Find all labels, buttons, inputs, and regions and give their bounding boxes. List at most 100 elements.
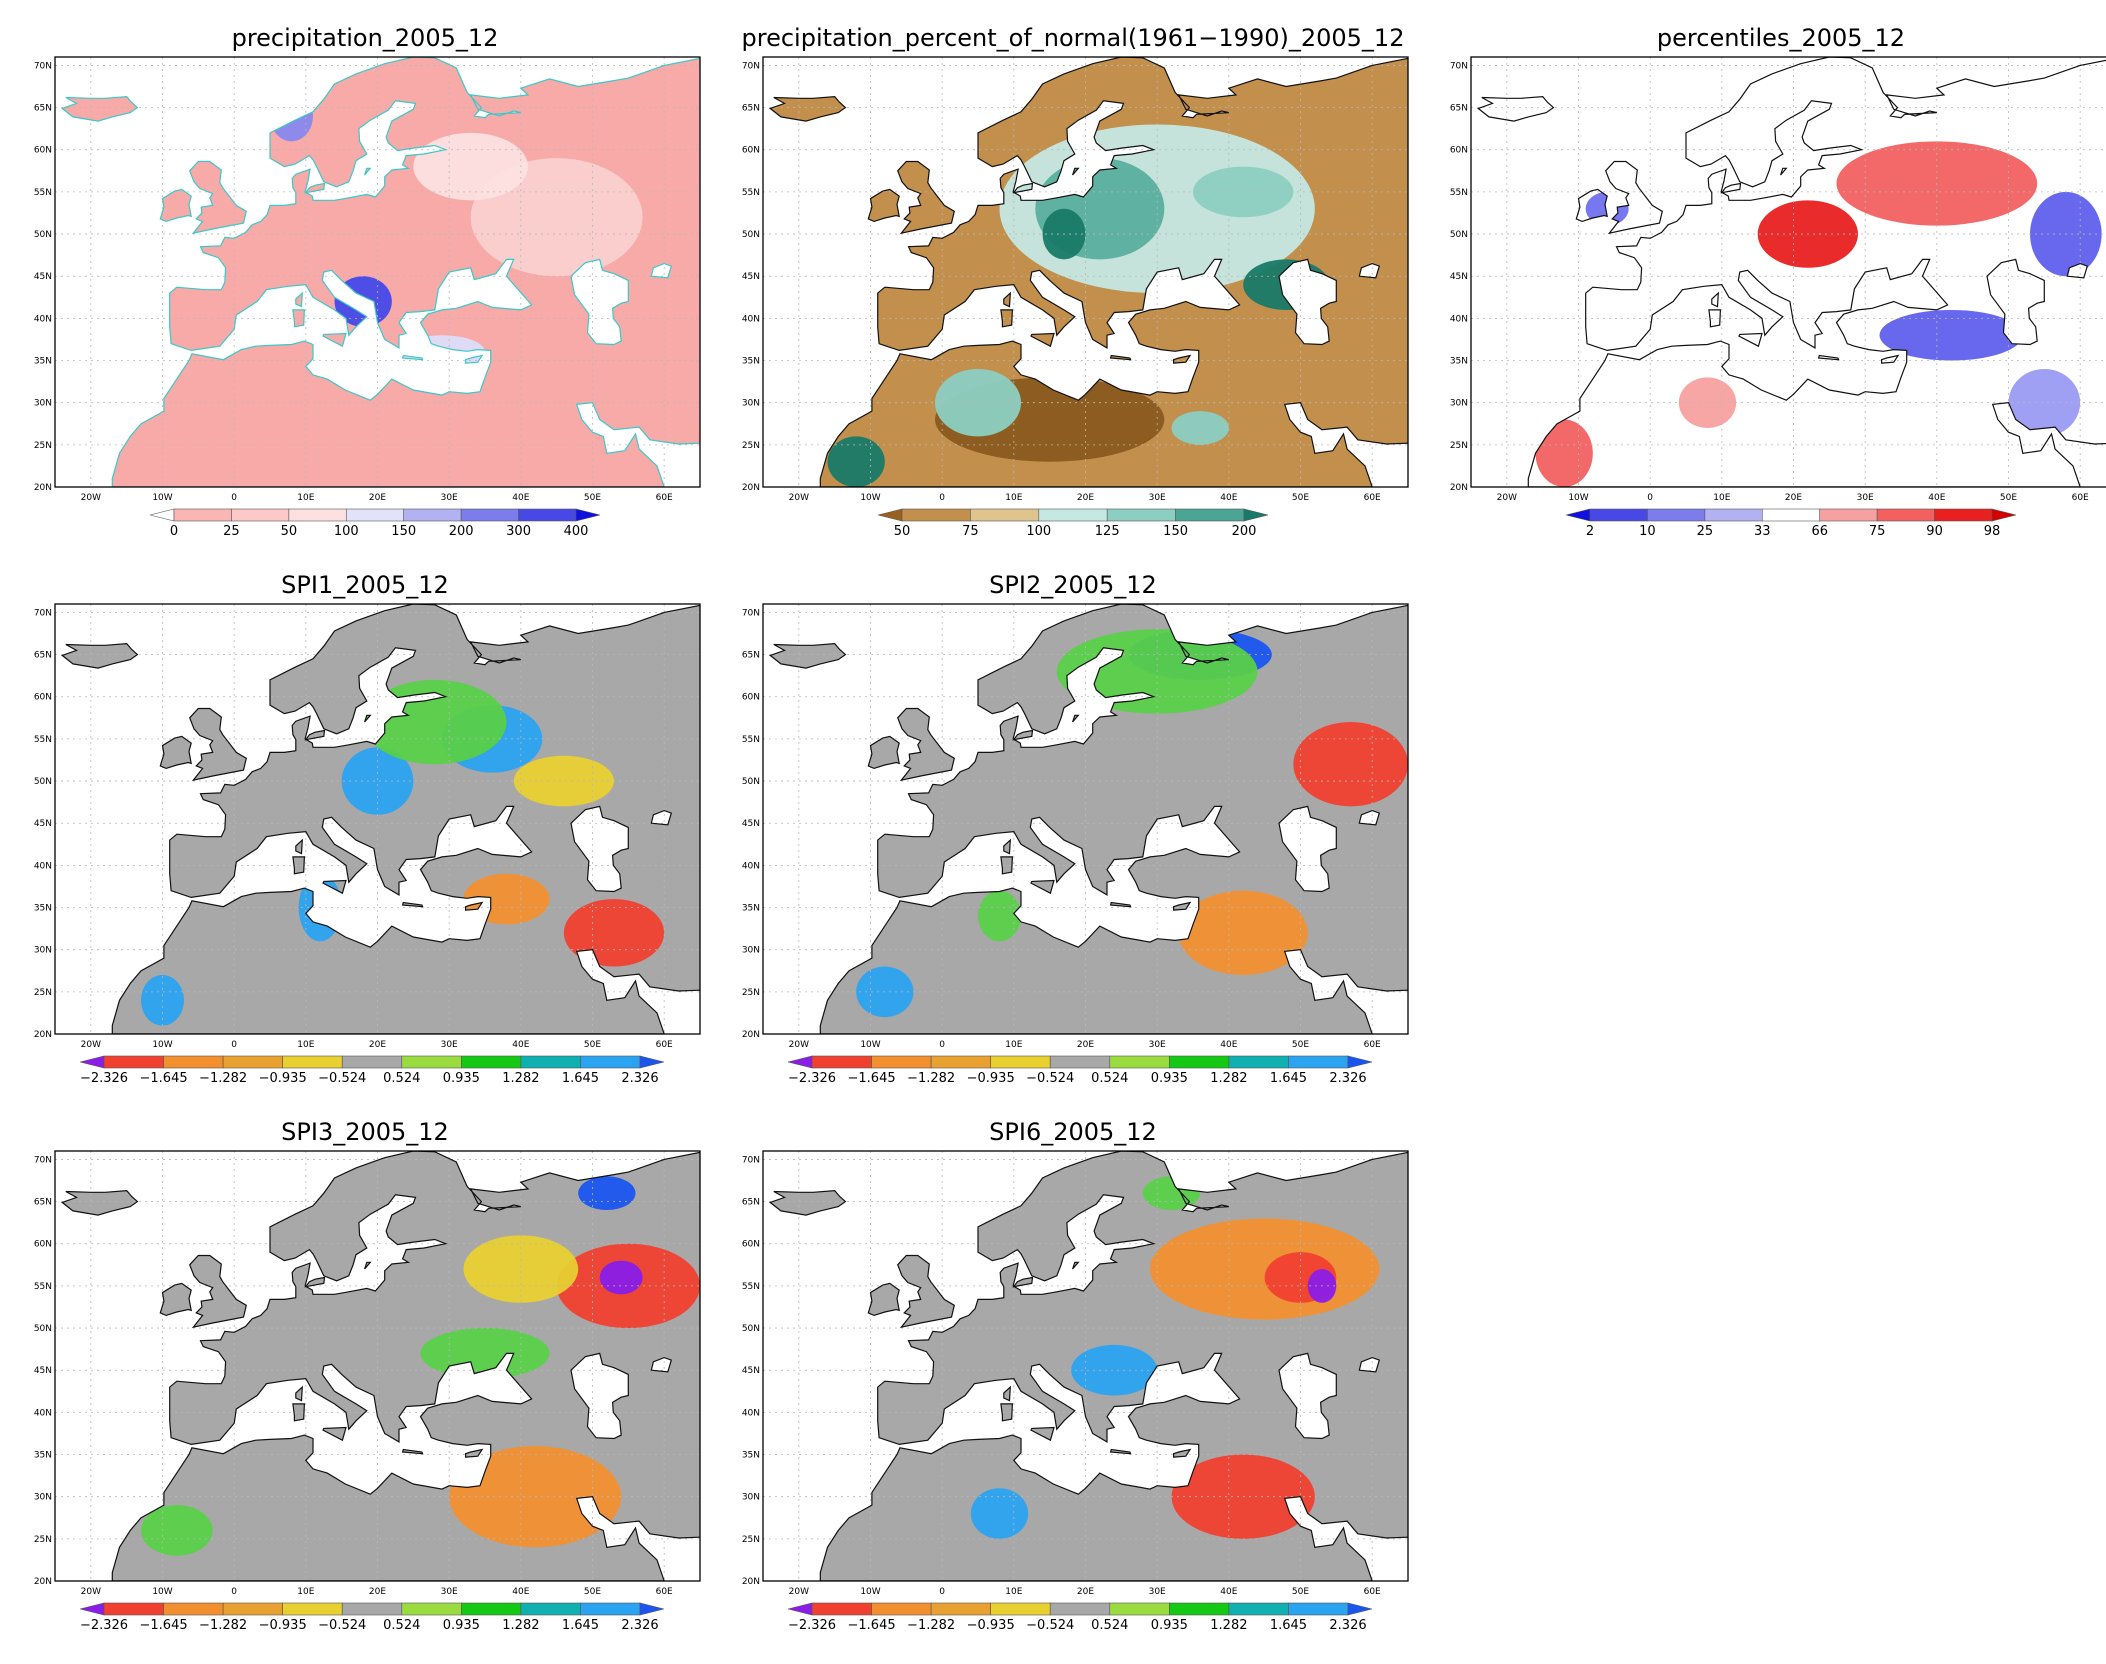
lat-tick-label: 30N (1450, 399, 1468, 409)
coastline (1003, 291, 1011, 308)
panel-precipitation: precipitation_2005_12 20W 10W 0 10E 20E 30E 40E… (20, 20, 710, 570)
colorbar-segment (103, 1055, 164, 1069)
coastline (570, 805, 629, 893)
colorbar-label: 200 (449, 524, 474, 539)
coastline (304, 182, 326, 194)
anomaly-region (341, 747, 414, 815)
lat-tick-label: 45N (34, 272, 52, 282)
land-sardinia (292, 309, 305, 327)
lon-tick-label: 30E (1149, 1040, 1166, 1050)
coastline (867, 188, 900, 223)
coastline (1000, 856, 1014, 875)
water-caspian (1279, 806, 1337, 892)
colorbar-label: 150 (391, 524, 416, 539)
panel-percent-normal: precipitation_percent_of_normal(1961−199… (728, 20, 1418, 570)
water-caspian (1279, 1353, 1337, 1439)
lon-tick-label: 60E (656, 1587, 673, 1597)
panel-spi3: SPI3_2005_12 20W 10W 0 10E 20E 30E 40E 50E 60E 70N… (20, 1114, 710, 1664)
lat-tick-label: 35N (34, 357, 52, 367)
colorbar-segment (222, 1055, 283, 1069)
lat-tick-label: 65N (34, 1198, 52, 1208)
coastline (1476, 95, 1555, 122)
coastline (1986, 258, 2045, 346)
map-svg: precipitation_percent_of_normal(1961−199… (742, 24, 1409, 539)
lon-tick-label: 20W (81, 1040, 101, 1050)
lat-tick-label: 25N (742, 1535, 760, 1545)
colorbar-segment (1934, 508, 1993, 522)
coastline (1358, 1356, 1381, 1373)
lon-tick-label: 30E (441, 1587, 458, 1597)
lat-tick-label: 60N (742, 146, 760, 156)
colorbar-label: 1.645 (1270, 1071, 1307, 1086)
colorbar-label: 1.282 (1210, 1618, 1247, 1633)
colorbar-arrow-high (1991, 508, 2017, 522)
lon-tick-label: 20W (789, 1587, 809, 1597)
land-britain (189, 1255, 247, 1328)
lon-tick-label: 20E (369, 1587, 386, 1597)
colorbar-segment (1876, 508, 1935, 522)
lat-tick-label: 50N (34, 777, 52, 787)
coastline (819, 57, 1408, 487)
land-sicily (1031, 333, 1054, 347)
lon-tick-label: 10W (1568, 493, 1588, 503)
land-sicily (323, 333, 346, 347)
colorbar-label: 1.645 (562, 1618, 599, 1633)
anomaly-region (578, 1176, 636, 1211)
lon-tick-label: 40E (1220, 1587, 1237, 1597)
water-caspian (1987, 259, 2045, 345)
colorbar-segment (930, 1602, 991, 1616)
map-svg: SPI1_2005_12 20W 10W 0 10E 20E 30E 40E 50E 60E 70N… (34, 571, 701, 1086)
colorbar-label: −2.326 (788, 1618, 836, 1633)
colorbar-label: −1.645 (140, 1071, 188, 1086)
map-frame (1470, 56, 2106, 488)
lon-tick-label: 0 (939, 1587, 945, 1597)
colorbar-segment (460, 508, 519, 522)
panel-title: SPI6_2005_12 (989, 1118, 1157, 1146)
coastline (401, 1448, 424, 1455)
colorbar-label: 1.282 (502, 1618, 539, 1633)
lon-tick-label: 10E (1713, 493, 1730, 503)
map-frame (762, 603, 1409, 1035)
lat-tick-label: 45N (34, 1366, 52, 1376)
colorbar-segment (901, 508, 971, 522)
colorbar-segment (282, 1055, 343, 1069)
colorbar-label: 0.935 (443, 1071, 480, 1086)
coastline (292, 309, 306, 328)
lat-tick-label: 30N (742, 399, 760, 409)
colorbar-label: 300 (506, 524, 531, 539)
panel-spi2: SPI2_2005_12 20W 10W 0 10E 20E 30E 40E 50E 60E 70N… (728, 567, 1418, 1117)
map-frame (762, 56, 1409, 488)
lon-tick-label: 10W (860, 1040, 880, 1050)
coastline (322, 1426, 347, 1442)
map-frame (54, 1150, 701, 1582)
lat-tick-label: 70N (34, 61, 52, 71)
lat-tick-label: 25N (1450, 441, 1468, 451)
coastline (819, 1151, 1408, 1581)
lon-tick-label: 10E (297, 1587, 314, 1597)
anomaly-region (2008, 368, 2081, 437)
colorbar-segment (1704, 508, 1763, 522)
lon-tick-label: 30E (441, 493, 458, 503)
coastline (897, 707, 955, 782)
colorbar-segment (990, 1602, 1051, 1616)
coastline (1780, 167, 1788, 176)
coastline (1109, 1448, 1132, 1455)
lat-tick-label: 55N (742, 735, 760, 745)
panel-title: SPI2_2005_12 (989, 571, 1157, 599)
colorbar-label: −0.935 (259, 1071, 307, 1086)
lon-tick-label: 60E (656, 493, 673, 503)
colorbar-label: −0.935 (967, 1071, 1015, 1086)
lat-tick-label: 40N (742, 314, 760, 324)
lat-tick-label: 50N (34, 230, 52, 240)
colorbar-arrow-low (79, 1602, 105, 1616)
lon-tick-label: 60E (1364, 1587, 1381, 1597)
coastline (1173, 901, 1192, 911)
colorbar-label: −2.326 (80, 1071, 128, 1086)
lat-tick-label: 40N (34, 861, 52, 871)
coastline (1708, 309, 1722, 328)
lat-tick-label: 40N (742, 1408, 760, 1418)
coastline (60, 1189, 139, 1216)
lon-tick-label: 60E (656, 1040, 673, 1050)
coastline (1358, 262, 1381, 279)
coastline (159, 735, 192, 770)
